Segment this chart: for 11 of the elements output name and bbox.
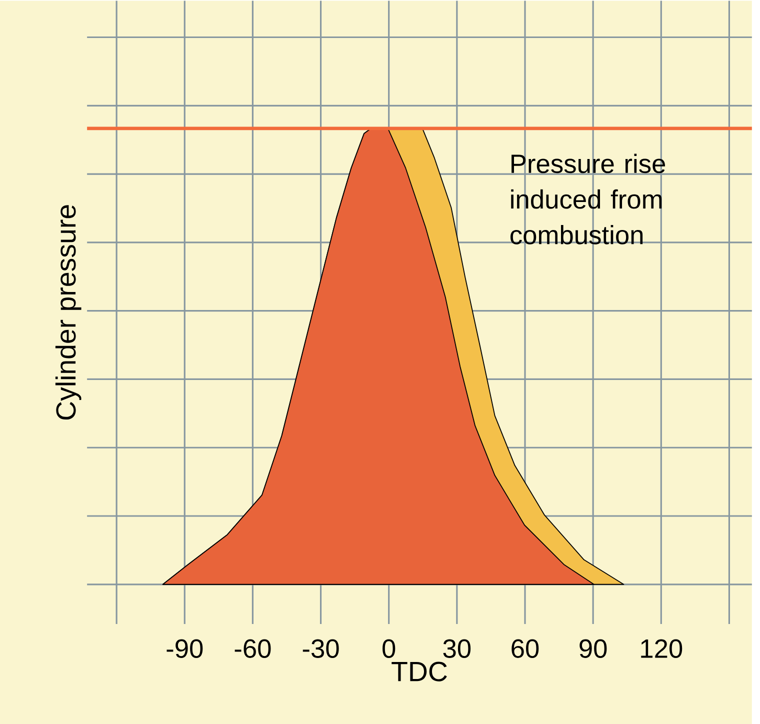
x-tick-label: 120 [641, 639, 682, 658]
x-tick-label: -60 [234, 639, 271, 658]
x-tick-label: -90 [166, 639, 203, 658]
x-tick-label: 60 [512, 639, 539, 658]
x-tick-label: 0 [382, 639, 396, 658]
x-tick-label: 30 [443, 639, 471, 658]
x-tick-label: 90 [580, 639, 607, 658]
y-axis-title: Cylinder pressure [55, 205, 82, 420]
x-tick-label: -30 [302, 639, 339, 658]
x-axis-title: TDC [392, 662, 447, 682]
annotation: Pressure rise induced from combustion [510, 154, 666, 244]
